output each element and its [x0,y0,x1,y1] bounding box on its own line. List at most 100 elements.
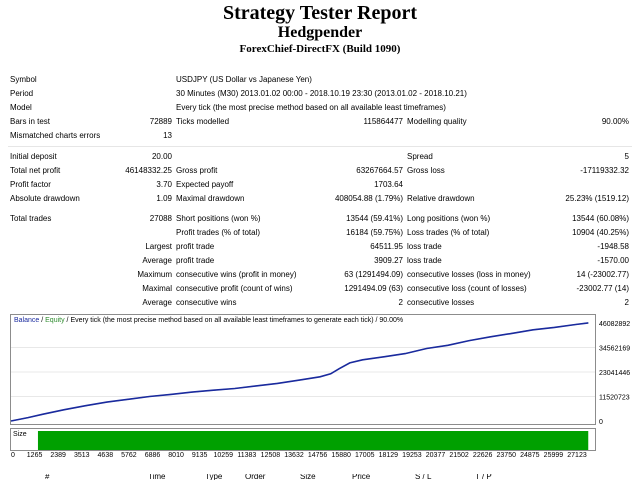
x-tick-label: 19253 [402,452,422,458]
period-row: Period 30 Minutes (M30) 2013.01.02 00:00… [0,87,640,101]
spread-value: 5 [624,152,629,161]
avg-cons-row: Average consecutive wins 2 consecutive l… [0,296,640,310]
short-label: Short positions (won %) [176,214,261,223]
maximum-label: Maximum [137,270,172,279]
y-tick-label: 23041446 [599,370,630,377]
size-bar [37,431,589,450]
y-tick-label: 0 [599,419,603,426]
x-tick-label: 5762 [121,452,137,458]
avg-cons-label: Average [142,298,172,307]
x-tick-label: 2389 [50,452,66,458]
profit-trades-row: Profit trades (% of total) 16184 (59.75%… [0,226,640,240]
largest-profit-value: 64511.95 [370,242,403,251]
y-ticks: 46082892 34562169 23041446 11520723 0 [599,321,630,426]
bars-value: 72889 [149,117,172,126]
model-label: Model [10,103,32,112]
avg-cons-wins-label: consecutive wins [176,298,237,307]
period-value: 30 Minutes (M30) 2013.01.02 00:00 - 2018… [176,89,467,98]
legend-balance: Balance [14,317,39,324]
maximal-label: Maximal [142,284,172,293]
average-profit-value: 3909.27 [374,256,403,265]
ticks-value: 115864477 [363,117,403,126]
x-tick-label: 22626 [473,452,493,458]
x-tick-label: 3513 [74,452,90,458]
profit-factor-row: Profit factor 3.70 Expected payoff 1703.… [0,178,640,192]
x-tick-label: 4638 [98,452,114,458]
quality-value: 90.00% [601,117,629,126]
model-value: Every tick (the most precise method base… [176,103,446,112]
table-header-cell: S / L [415,474,432,480]
largest-loss-value: -1948.58 [597,242,629,251]
average-loss-label: loss trade [407,256,442,265]
mismatch-value: 13 [163,131,172,140]
server-build: ForexChief-DirectFX (Build 1090) [239,43,401,55]
total-trades-label: Total trades [10,214,52,223]
maximal-profit-value: 1291494.09 (63) [344,284,403,293]
abs-dd-label: Absolute drawdown [10,194,80,203]
y-tick-label: 34562169 [599,346,630,353]
long-label: Long positions (won %) [407,214,491,223]
deposit-row: Initial deposit 20.00 Spread 5 [0,150,640,164]
loss-trades-label: Loss trades (% of total) [407,228,490,237]
max-dd-value: 408054.88 (1.79%) [334,194,403,203]
ticks-label: Ticks modelled [176,117,230,126]
deposit-label: Initial deposit [10,152,57,161]
x-tick-label: 13632 [284,452,304,458]
mismatch-row: Mismatched charts errors 13 [0,129,640,143]
net-profit-value: 46148332.25 [125,166,172,175]
table-header-cell: Type [205,474,223,480]
x-tick-label: 10259 [214,452,234,458]
legend-slash: / [39,317,45,324]
series-group [10,322,589,422]
max-dd-label: Maximal drawdown [176,194,245,203]
maximal-profit-label: consecutive profit (count of wins) [176,284,293,293]
profit-trades-value: 16184 (59.75%) [346,228,403,237]
table-header-cell: Order [245,474,266,480]
bars-label: Bars in test [10,117,51,126]
net-profit-row: Total net profit 46148332.25 Gross profi… [0,164,640,178]
rel-dd-value: 25.23% (1519.12) [565,194,629,203]
grid [11,347,595,397]
average-profit-label: profit trade [176,256,215,265]
gross-profit-value: 63267664.57 [356,166,403,175]
symbol-value: USDJPY (US Dollar vs Japanese Yen) [176,75,312,84]
maximal-row: Maximal consecutive profit (count of win… [0,282,640,296]
table-header-cell: Time [148,474,166,480]
table-header-cell: Size [300,474,316,480]
chart-legend: Balance / Equity / Every tick (the most … [14,317,403,324]
spread-label: Spread [407,152,433,161]
expert-name: Hedgpender [277,24,363,41]
y-tick-label: 11520723 [599,395,630,402]
x-tick-label: 21502 [449,452,469,458]
x-tick-label: 14756 [308,452,328,458]
mismatch-label: Mismatched charts errors [10,131,101,140]
x-tick-label: 11383 [237,452,256,458]
largest-loss-label: loss trade [407,242,442,251]
gross-profit-label: Gross profit [176,166,218,175]
gross-loss-label: Gross loss [407,166,445,175]
average-row: Average profit trade 3909.27 loss trade … [0,254,640,268]
symbol-label: Symbol [10,75,37,84]
period-label: Period [10,89,34,98]
avg-cons-wins-value: 2 [398,298,403,307]
x-ticks: 0 1265 2389 3513 4638 5762 6886 8010 9135 10259 11… [11,452,587,458]
symbol-row: Symbol USDJPY (US Dollar vs Japanese Yen… [0,73,640,87]
drawdown-row: Absolute drawdown 1.09 Maximal drawdown … [0,192,640,206]
net-profit-label: Total net profit [10,166,61,175]
x-tick-label: 27123 [567,452,587,458]
maximal-loss-value: -23002.77 (14) [576,284,629,293]
abs-dd-value: 1.09 [156,194,172,203]
bars-row: Bars in test 72889 Ticks modelled 115864… [0,115,640,129]
total-trades-value: 27088 [149,214,172,223]
quality-label: Modelling quality [407,117,467,126]
expected-payoff-label: Expected payoff [176,180,234,189]
max-cons-wins-value: 63 (1291494.09) [344,270,403,279]
long-value: 13544 (60.08%) [572,214,629,223]
y-tick-label: 46082892 [599,321,630,328]
profit-factor-label: Profit factor [10,180,51,189]
profit-factor-value: 3.70 [156,180,172,189]
average-label: Average [142,256,172,265]
largest-row: Largest profit trade 64511.95 loss trade… [0,240,640,254]
balance-chart: Balance / Equity / Every tick (the most … [10,314,630,458]
x-tick-label: 25999 [544,452,564,458]
